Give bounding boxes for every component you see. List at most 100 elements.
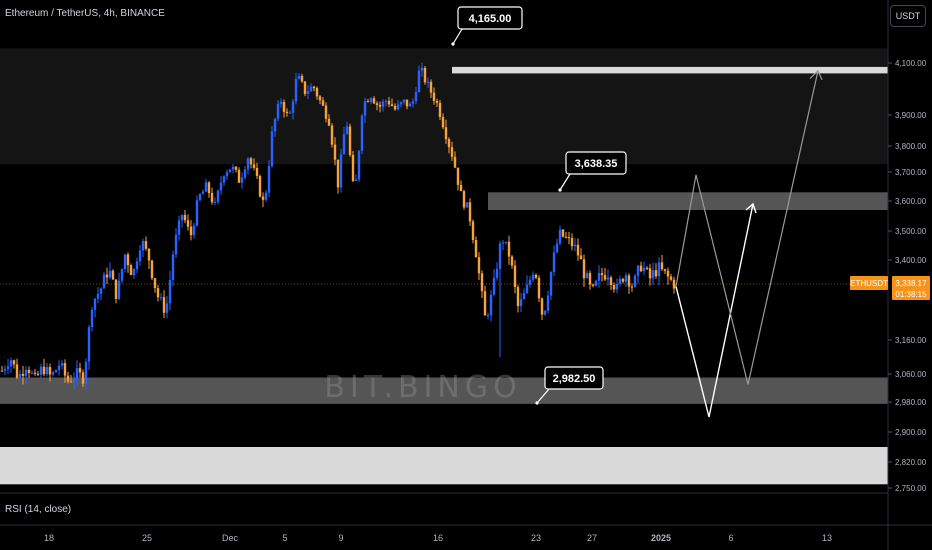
bar-countdown: 01:38:15: [895, 290, 927, 299]
candle-body: [117, 280, 121, 299]
candle-body: [357, 150, 361, 180]
zone-support-3000: [0, 377, 888, 404]
currency-selector[interactable]: USDT: [890, 5, 926, 27]
x-tick-label: 23: [531, 533, 541, 543]
callout-dot: [558, 188, 562, 192]
candle-body: [204, 182, 208, 192]
price-axis[interactable]: 4,100.00 3,900.00 3,800.00 3,700.00 3,600.00…: [888, 59, 927, 493]
candle-body: [345, 126, 349, 135]
candle-body: [6, 366, 10, 370]
candle-body: [69, 381, 73, 383]
candle-body: [201, 191, 205, 195]
candle-body: [561, 229, 565, 237]
candle-body: [102, 274, 106, 289]
candle-body: [489, 294, 493, 316]
candle-body: [366, 101, 370, 103]
candle-body: [417, 70, 421, 93]
callout-dot: [451, 42, 455, 46]
zone-resistance-3600: [488, 192, 888, 210]
candle-body: [318, 96, 322, 101]
candle-body: [264, 192, 268, 200]
candle-body: [276, 103, 280, 119]
projection-white-arrowhead: [745, 202, 757, 214]
candle-body: [624, 275, 628, 282]
candle-body: [45, 366, 49, 375]
candle-body: [510, 256, 514, 266]
candle-body: [390, 104, 394, 106]
candle-body: [57, 365, 61, 371]
candle-body: [336, 159, 340, 188]
candle-body: [99, 288, 103, 294]
candle-body: [330, 125, 334, 145]
candle-body: [300, 75, 304, 82]
candle-body: [255, 167, 259, 176]
symbol-title[interactable]: Ethereum / TetherUS, 4h, BINANCE: [5, 8, 165, 19]
candle-body: [231, 166, 235, 170]
candle-body: [477, 257, 481, 274]
candle-body: [81, 372, 85, 384]
projection-paths: [675, 69, 823, 418]
rsi-label[interactable]: RSI (14, close): [5, 504, 72, 515]
candle-body: [33, 372, 37, 374]
y-tick-label: 2,980.00: [895, 398, 927, 407]
candle-body: [627, 275, 631, 287]
candle-body: [108, 270, 112, 278]
candle-body: [429, 81, 433, 93]
candle-body: [420, 67, 424, 71]
candle-body: [585, 273, 589, 279]
candle-body: [312, 86, 316, 89]
candle-body: [507, 241, 511, 257]
candle-body: [54, 370, 58, 373]
candle-body: [168, 279, 172, 304]
callout-box: [457, 6, 523, 30]
callout-label: 4,165.00: [469, 13, 512, 25]
candle-body: [207, 182, 211, 194]
candle-body: [423, 67, 427, 83]
candle-body: [138, 250, 142, 262]
candle-body: [669, 276, 673, 280]
candle-body: [279, 102, 283, 104]
candle-body: [378, 104, 382, 107]
candle-body: [594, 280, 598, 286]
price-zones: [0, 48, 888, 485]
y-tick-label: 3,160.00: [895, 336, 927, 345]
projection-white: [675, 203, 754, 418]
candle-body: [3, 369, 7, 371]
callout-pointer: [559, 173, 571, 191]
candle-body: [261, 196, 265, 200]
x-tick-label: Dec: [222, 533, 239, 543]
candle-body: [630, 286, 634, 288]
candle-body: [567, 237, 571, 239]
x-tick-label: 25: [142, 533, 152, 543]
candle-body: [600, 273, 604, 276]
candle-body: [441, 117, 445, 128]
candle-body: [72, 378, 76, 382]
y-tick-label: 4,100.00: [895, 59, 927, 68]
projection-gray-arrowhead: [809, 69, 823, 81]
candle-body: [609, 277, 613, 286]
price-annotations: 4,165.00 3,638.35 2,982.50: [451, 6, 627, 405]
candle-body: [288, 112, 292, 114]
candle-body: [63, 363, 67, 376]
candle-body: [621, 278, 625, 282]
candle-body: [501, 242, 505, 244]
candle-body: [198, 194, 202, 201]
candle-body: [75, 368, 79, 379]
candle-body: [24, 369, 28, 376]
candle-body: [615, 283, 619, 290]
candle-body: [633, 275, 637, 287]
candle-body: [426, 81, 430, 83]
candle-body: [480, 273, 484, 292]
candle-body: [84, 361, 88, 384]
candle-body: [165, 303, 169, 313]
callout-label: 3,638.35: [575, 158, 618, 170]
candle-body: [591, 284, 595, 286]
candle-body: [51, 372, 55, 375]
candle-body: [603, 275, 607, 280]
time-axis[interactable]: 18 25 Dec 5 9 16 23 27 2025 6 13: [44, 533, 832, 543]
candle-body: [333, 144, 337, 160]
candle-body: [408, 103, 412, 107]
candle-body: [339, 154, 343, 188]
x-tick-label: 27: [587, 533, 597, 543]
